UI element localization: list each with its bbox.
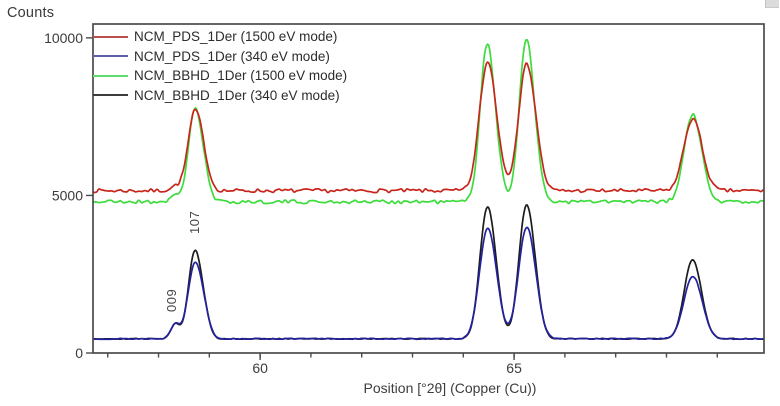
plot-frame bbox=[92, 23, 765, 354]
y-tick-label: 5000 bbox=[52, 187, 83, 203]
x-tick-label: 60 bbox=[252, 360, 268, 376]
y-tick-label: 0 bbox=[75, 345, 83, 361]
legend-label: NCM_BBHD_1Der (340 eV mode) bbox=[134, 87, 340, 103]
curve-bbhd-1500ev bbox=[93, 38, 764, 205]
legend-label: NCM_PDS_1Der (1500 eV mode) bbox=[134, 29, 338, 45]
legend-line-swatch-black bbox=[93, 94, 128, 97]
legend-line-swatch-green bbox=[93, 74, 128, 77]
legend-item: NCM_BBHD_1Der (340 eV mode) bbox=[93, 86, 347, 106]
legend: NCM_PDS_1Der (1500 eV mode) NCM_PDS_1Der… bbox=[93, 27, 347, 105]
legend-label: NCM_PDS_1Der (340 eV mode) bbox=[134, 48, 330, 64]
x-axis-title: Position [°2θ] (Copper (Cu)) bbox=[363, 380, 537, 396]
legend-line-swatch-blue bbox=[93, 55, 128, 58]
legend-label: NCM_BBHD_1Der (1500 eV mode) bbox=[134, 68, 348, 84]
legend-item: NCM_PDS_1Der (1500 eV mode) bbox=[93, 27, 347, 47]
x-tick-label: 65 bbox=[506, 360, 522, 376]
legend-line-swatch-red bbox=[93, 35, 128, 38]
y-tick-label: 10000 bbox=[44, 30, 83, 46]
curve-pds-340ev bbox=[93, 226, 764, 341]
legend-item: NCM_PDS_1Der (340 eV mode) bbox=[93, 47, 347, 67]
legend-item: NCM_BBHD_1Der (1500 eV mode) bbox=[93, 66, 347, 86]
window-fragment bbox=[765, 0, 779, 8]
curve-pds-1500ev bbox=[93, 61, 764, 194]
y-axis-title: Counts bbox=[7, 5, 55, 21]
